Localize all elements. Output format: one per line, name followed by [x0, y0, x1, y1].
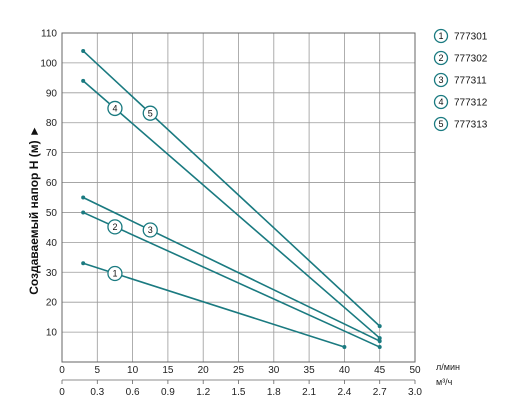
- y-axis-label: Создаваемый напор Н (м) ►: [27, 125, 41, 295]
- data-point: [81, 48, 86, 53]
- data-point: [81, 261, 86, 266]
- x-tick-label: 10: [127, 365, 139, 376]
- series-line-4: [82, 80, 381, 339]
- y-tick-label: 10: [46, 328, 58, 339]
- x-secondary-tick-label: 2.7: [373, 387, 387, 398]
- legend-entry-label: 777313: [454, 120, 488, 131]
- x-secondary-tick-label: 1.5: [232, 387, 246, 398]
- series-marker-4: [107, 100, 123, 117]
- x-secondary-tick-label: 0.6: [126, 387, 140, 398]
- legend-marker-label: 5: [438, 119, 443, 129]
- series-line-5: [82, 50, 381, 327]
- legend-marker: [433, 72, 449, 88]
- series-marker-label: 2: [112, 222, 117, 232]
- y-tick-label: 80: [46, 118, 58, 129]
- legend-marker-label: 1: [438, 31, 443, 41]
- x-tick-label: 25: [233, 365, 245, 376]
- legend: 1 777301 2 777302 3 777311 4 777312 5 777313: [433, 28, 488, 132]
- x-secondary-tick-label: 0: [59, 387, 65, 398]
- series-line-1: [82, 262, 345, 348]
- x-unit-primary-label: л/мин: [436, 362, 460, 372]
- legend-marker-label: 3: [438, 75, 443, 85]
- plot-frame: [61, 32, 416, 363]
- legend-entry-label: 777312: [454, 98, 488, 109]
- legend-marker: [433, 50, 449, 66]
- series-marker-label: 4: [112, 104, 117, 114]
- x-secondary-tick-label: 0.3: [90, 387, 104, 398]
- series-lines: [81, 48, 382, 350]
- y-tick-label: 110: [41, 29, 57, 40]
- x-secondary-tick-label: 2.4: [337, 387, 351, 398]
- tick-labels: 0050.3100.6150.9201.2251.5301.8352.1402.…: [40, 29, 422, 399]
- x-tick-label: 0: [59, 365, 65, 376]
- x-tick-label: 30: [268, 365, 280, 376]
- y-tick-label: 70: [46, 148, 58, 159]
- x-secondary-tick-label: 3.0: [408, 387, 422, 398]
- x-tick-label: 35: [304, 365, 316, 376]
- legend-entry-label: 777301: [454, 32, 488, 43]
- data-point: [81, 78, 86, 83]
- data-point: [81, 210, 86, 215]
- x-tick-label: 15: [162, 365, 174, 376]
- y-tick-label: 30: [46, 268, 58, 279]
- data-point: [377, 324, 382, 329]
- series-marker-label: 3: [148, 225, 153, 235]
- x-secondary-tick-label: 1.8: [267, 387, 281, 398]
- series-markers: 1 2 3 4 5: [107, 100, 158, 282]
- data-point: [377, 339, 382, 344]
- y-tick-label: 20: [46, 298, 58, 309]
- legend-marker: [433, 116, 449, 132]
- data-point: [377, 336, 382, 341]
- legend-entry-label: 777302: [454, 54, 488, 65]
- x-tick-label: 50: [409, 365, 421, 376]
- x-secondary-tick-label: 2.1: [302, 387, 316, 398]
- series-marker-1: [107, 265, 123, 282]
- y-tick-label: 90: [46, 88, 58, 99]
- x-unit-secondary-label: м³/ч: [436, 377, 453, 387]
- y-tick-label: 100: [40, 58, 57, 69]
- series-marker-label: 5: [148, 108, 153, 118]
- series-line-2: [82, 211, 381, 348]
- legend-marker: [433, 94, 449, 110]
- data-point: [377, 345, 382, 350]
- x-secondary-tick-label: 0.9: [161, 387, 175, 398]
- legend-entry-label: 777311: [454, 76, 487, 87]
- y-tick-label: 50: [46, 208, 58, 219]
- y-tick-label: 40: [46, 238, 58, 249]
- data-point: [342, 345, 347, 350]
- series-marker-3: [142, 222, 158, 238]
- x-tick-label: 45: [374, 365, 386, 376]
- x-tick-label: 20: [198, 365, 210, 376]
- x-tick-label: 40: [339, 365, 351, 376]
- data-point: [81, 195, 86, 200]
- x-secondary-tick-label: 1.2: [196, 387, 210, 398]
- y-tick-label: 60: [46, 178, 58, 189]
- series-marker-2: [107, 219, 123, 235]
- series-line-3: [82, 196, 381, 342]
- legend-marker: [433, 28, 449, 44]
- x-tick-label: 5: [95, 365, 101, 376]
- axes: [61, 32, 416, 384]
- legend-marker-label: 2: [438, 53, 443, 63]
- series-marker-label: 1: [112, 269, 117, 279]
- legend-marker-label: 4: [438, 97, 443, 107]
- series-marker-5: [142, 105, 158, 121]
